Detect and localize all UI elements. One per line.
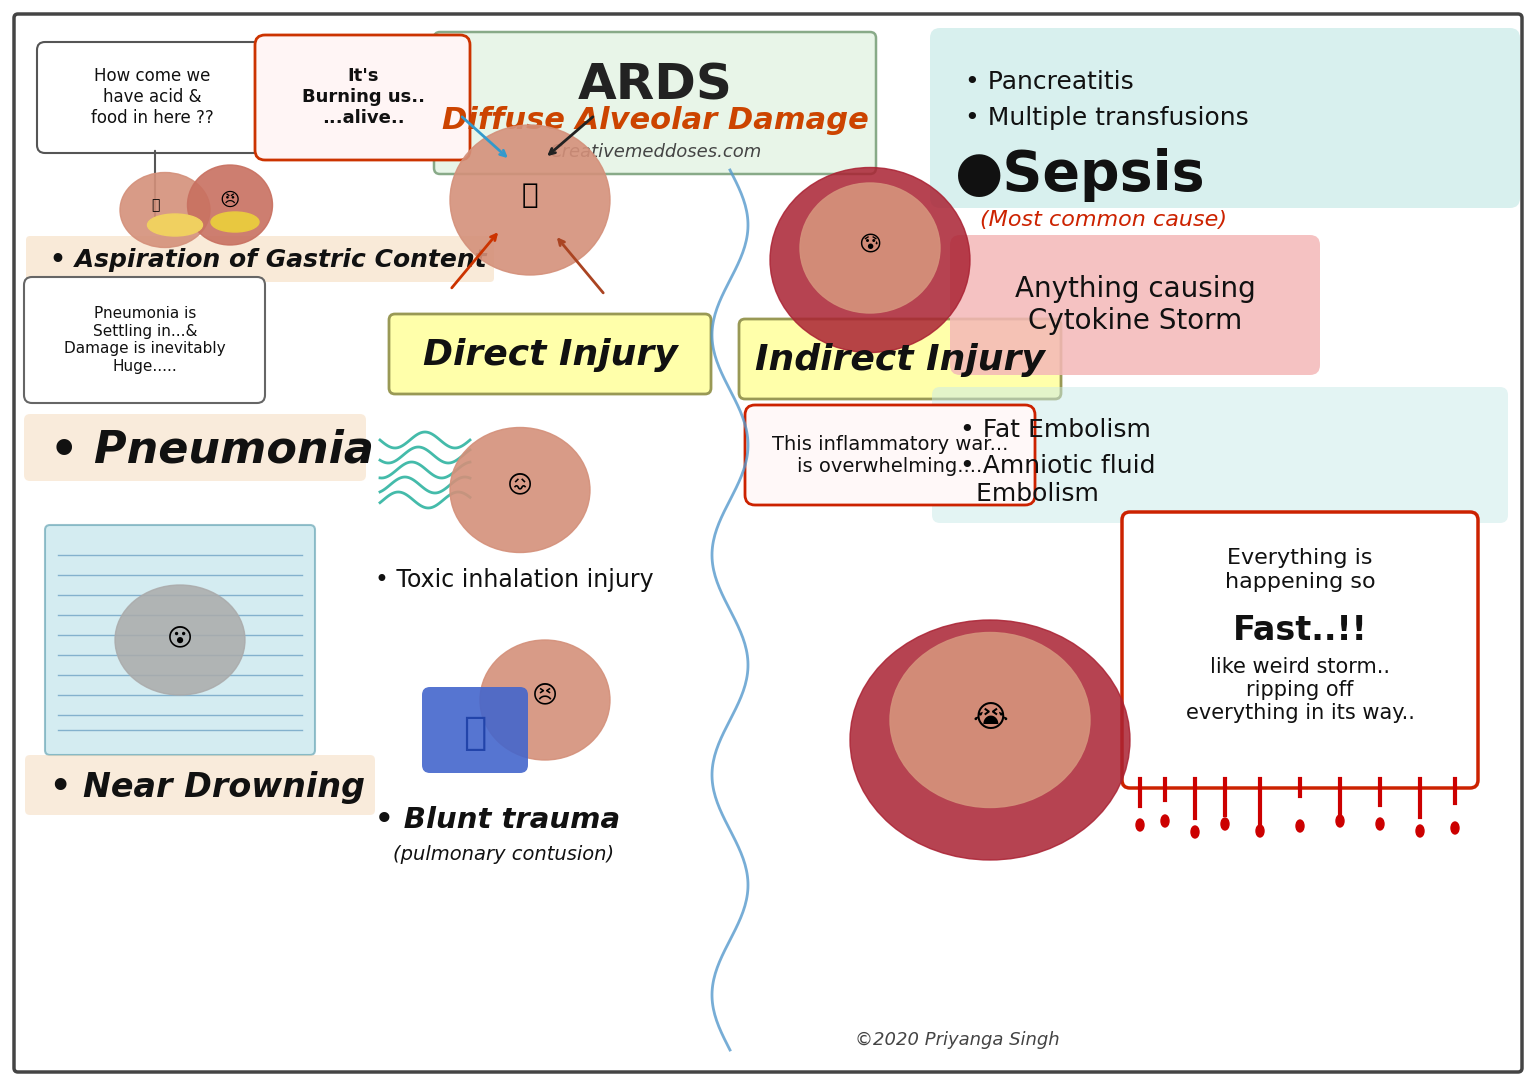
- Text: Indirect Injury: Indirect Injury: [756, 343, 1044, 377]
- FancyBboxPatch shape: [25, 277, 266, 403]
- Ellipse shape: [187, 165, 272, 245]
- Ellipse shape: [1190, 824, 1200, 836]
- Ellipse shape: [889, 632, 1091, 808]
- Ellipse shape: [481, 640, 610, 760]
- FancyBboxPatch shape: [14, 14, 1522, 1072]
- Text: 😠: 😠: [220, 190, 240, 210]
- Ellipse shape: [1137, 816, 1144, 828]
- Text: • Amniotic fluid
  Embolism: • Amniotic fluid Embolism: [960, 454, 1155, 506]
- Ellipse shape: [450, 428, 590, 553]
- Text: ARDS: ARDS: [578, 61, 733, 109]
- Ellipse shape: [1336, 816, 1344, 828]
- Ellipse shape: [1452, 826, 1459, 838]
- Text: 😬: 😬: [522, 181, 538, 209]
- Text: Fast..!!: Fast..!!: [1232, 614, 1367, 646]
- Text: • Multiple transfusions: • Multiple transfusions: [965, 106, 1249, 130]
- FancyBboxPatch shape: [45, 525, 315, 755]
- Text: Creativemeddoses.com: Creativemeddoses.com: [548, 143, 762, 161]
- Text: (pulmonary contusion): (pulmonary contusion): [393, 846, 614, 864]
- Ellipse shape: [1416, 816, 1424, 828]
- Text: 😰: 😰: [859, 235, 882, 255]
- Ellipse shape: [849, 620, 1130, 860]
- FancyBboxPatch shape: [745, 405, 1035, 505]
- Ellipse shape: [450, 125, 610, 275]
- Text: 😭: 😭: [972, 704, 1008, 732]
- Text: It's
Burning us..
...alive..: It's Burning us.. ...alive..: [301, 67, 424, 127]
- Text: Pneumonia is
Settling in...&
Damage is inevitably
Huge.....: Pneumonia is Settling in...& Damage is i…: [65, 306, 226, 374]
- FancyBboxPatch shape: [929, 28, 1521, 209]
- Text: (Most common cause): (Most common cause): [980, 210, 1227, 230]
- Text: 😖: 😖: [507, 473, 533, 497]
- FancyBboxPatch shape: [255, 35, 470, 160]
- Ellipse shape: [1376, 818, 1384, 830]
- FancyBboxPatch shape: [949, 235, 1319, 375]
- FancyBboxPatch shape: [37, 42, 267, 153]
- Text: 😣: 😣: [531, 683, 558, 707]
- FancyBboxPatch shape: [25, 414, 366, 481]
- Ellipse shape: [1296, 819, 1304, 831]
- Text: • Pneumonia: • Pneumonia: [51, 429, 373, 471]
- Ellipse shape: [800, 184, 940, 313]
- FancyBboxPatch shape: [435, 31, 876, 174]
- Ellipse shape: [1221, 818, 1229, 830]
- Text: • Blunt trauma: • Blunt trauma: [375, 806, 621, 834]
- Text: Diffuse Alveolar Damage: Diffuse Alveolar Damage: [442, 105, 868, 135]
- Text: Anything causing
Cytokine Storm: Anything causing Cytokine Storm: [1015, 275, 1255, 336]
- Text: Direct Injury: Direct Injury: [422, 338, 677, 372]
- Text: This inflammatory war...
is overwhelming....: This inflammatory war... is overwhelming…: [771, 434, 1008, 476]
- Text: ●Sepsis: ●Sepsis: [955, 148, 1206, 202]
- Text: Everything is
happening so: Everything is happening so: [1224, 548, 1375, 592]
- Text: • Near Drowning: • Near Drowning: [51, 770, 366, 804]
- Text: • Aspiration of Gastric Content: • Aspiration of Gastric Content: [51, 248, 487, 272]
- Text: ✊: ✊: [464, 714, 487, 752]
- Ellipse shape: [1161, 820, 1169, 832]
- FancyBboxPatch shape: [1121, 512, 1478, 788]
- Ellipse shape: [147, 214, 203, 236]
- FancyBboxPatch shape: [739, 319, 1061, 399]
- Text: • Fat Embolism: • Fat Embolism: [960, 418, 1150, 442]
- Ellipse shape: [115, 585, 246, 695]
- FancyBboxPatch shape: [26, 236, 495, 282]
- Text: • Pancreatitis: • Pancreatitis: [965, 70, 1134, 94]
- Text: like weird storm..
ripping off
everything in its way..: like weird storm.. ripping off everythin…: [1186, 657, 1415, 723]
- Text: How come we
have acid &
food in here ??: How come we have acid & food in here ??: [91, 67, 214, 127]
- FancyBboxPatch shape: [932, 387, 1508, 523]
- Ellipse shape: [120, 173, 210, 248]
- FancyBboxPatch shape: [25, 755, 375, 814]
- Ellipse shape: [210, 212, 260, 232]
- FancyBboxPatch shape: [422, 687, 528, 773]
- Text: • Toxic inhalation injury: • Toxic inhalation injury: [375, 568, 654, 592]
- Text: ©2020 Priyanga Singh: ©2020 Priyanga Singh: [856, 1031, 1060, 1049]
- Ellipse shape: [1256, 819, 1264, 831]
- Text: 😮: 😮: [167, 626, 194, 651]
- Text: 👀: 👀: [151, 198, 160, 212]
- FancyBboxPatch shape: [389, 314, 711, 394]
- Ellipse shape: [770, 167, 971, 353]
